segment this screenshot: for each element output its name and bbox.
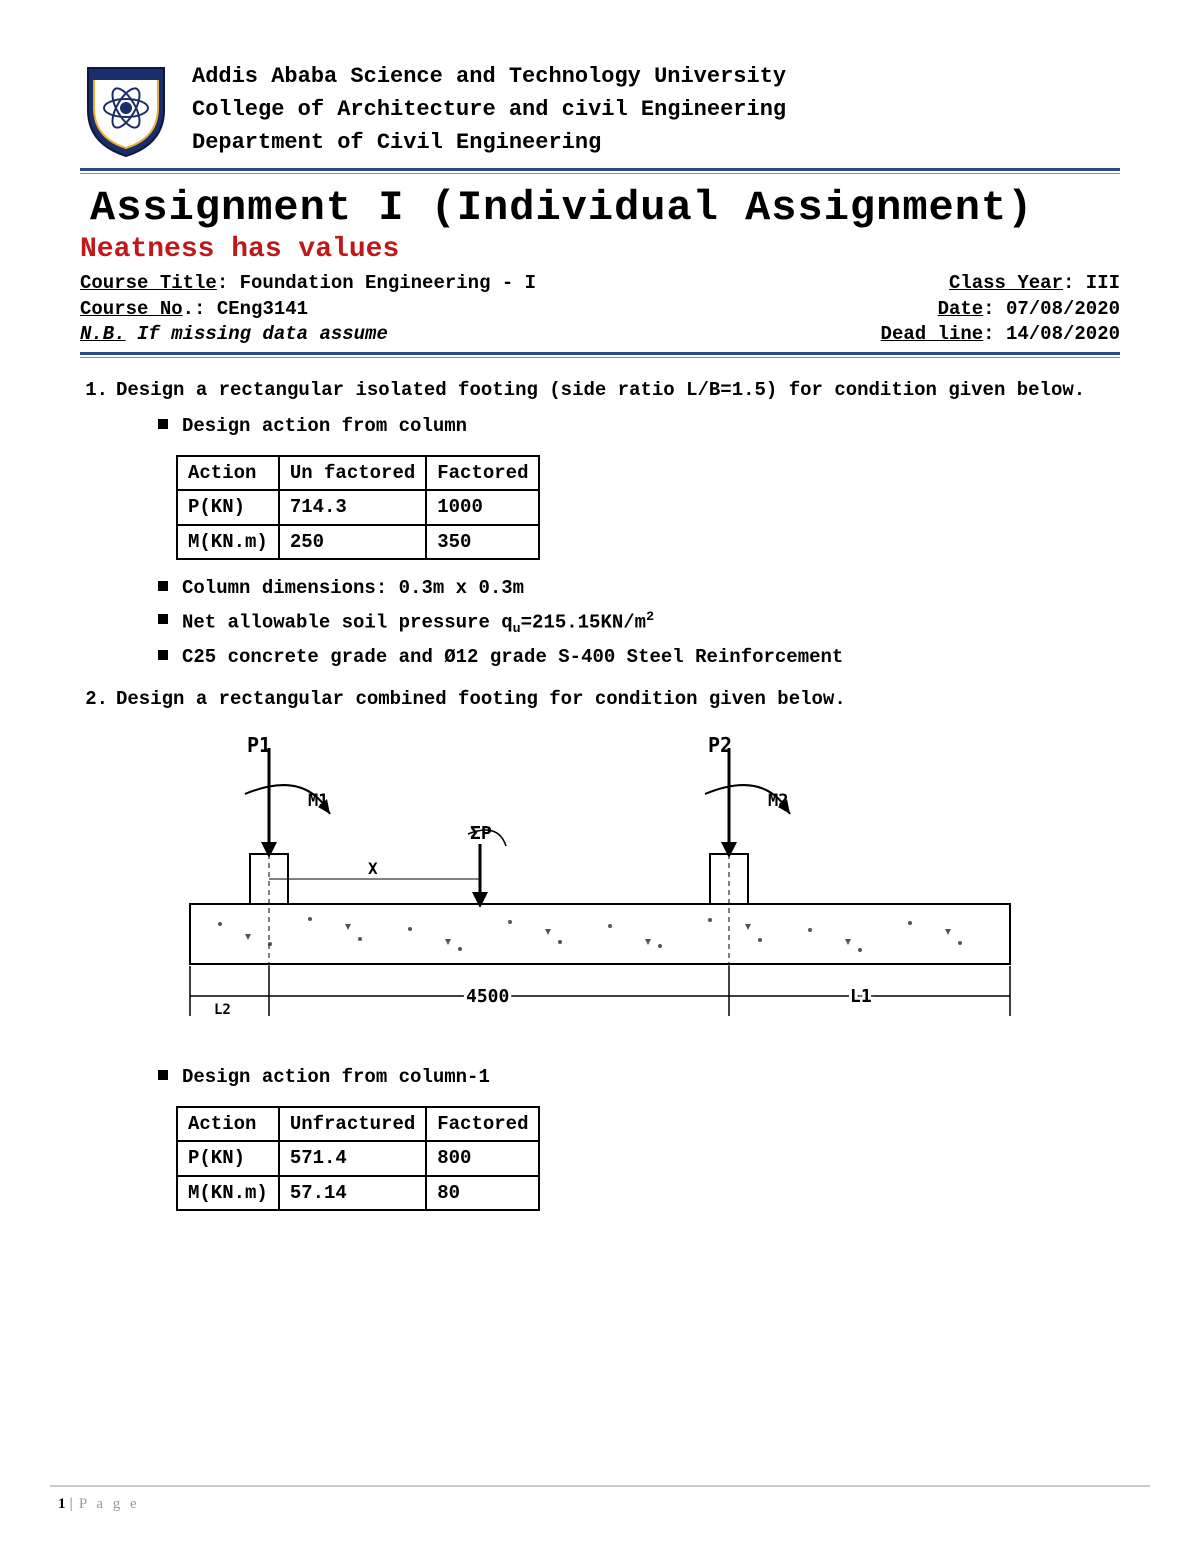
table-row: P(KN)714.31000 [177,490,539,525]
q1-intro-text: Design action from column [182,412,467,441]
q1-text: Design a rectangular isolated footing (s… [116,376,1120,405]
meta-date: Date: 07/08/2020 [938,297,1120,323]
table-cell: 571.4 [279,1141,426,1176]
table-row: M(KN.m)57.1480 [177,1176,539,1211]
q1-b-after-2: C25 concrete grade and Ø12 grade S-400 S… [182,643,843,672]
q1-number: 1. [80,376,116,405]
q1-table: ActionUn factoredFactoredP(KN)714.31000M… [176,455,540,561]
meta-course-no: Course No.: CEng3141 [80,297,308,323]
svg-text:ΣP: ΣP [470,823,492,844]
table-cell: 800 [426,1141,539,1176]
svg-text:M1: M1 [308,791,328,811]
svg-text:M2: M2 [768,791,788,811]
subtitle-neatness: Neatness has values [80,234,1120,265]
footer-divider [50,1485,1150,1487]
bullet-icon [158,614,168,624]
svg-text:P2: P2 [708,734,732,757]
table-cell: 350 [426,525,539,560]
table-cell: 714.3 [279,490,426,525]
table-cell: 1000 [426,490,539,525]
table-cell: P(KN) [177,1141,279,1176]
table-row: P(KN)571.4800 [177,1141,539,1176]
q2-bullet-after-text: Design action from column-1 [182,1063,490,1092]
bullet-icon [158,650,168,660]
header-line-3: Department of Civil Engineering [192,126,786,159]
table-header: Unfractured [279,1107,426,1142]
bullet-icon [158,1070,168,1080]
page-footer: 1| P a g e [58,1496,140,1513]
svg-text:X: X [368,859,378,878]
table-cell: P(KN) [177,490,279,525]
table-cell: M(KN.m) [177,525,279,560]
table-header: Action [177,1107,279,1142]
meta-course-title: Course Title: Foundation Engineering - I [80,271,536,297]
header-line-2: College of Architecture and civil Engine… [192,93,786,126]
q1-bullet-intro: Design action from column [80,412,1120,441]
table-cell: M(KN.m) [177,1176,279,1211]
svg-text:L2: L2 [214,1002,231,1018]
table-cell: 80 [426,1176,539,1211]
bullet-icon [158,419,168,429]
q1-b-after-1: Net allowable soil pressure qu=215.15KN/… [182,607,654,639]
question-2: 2. Design a rectangular combined footing… [80,685,1120,714]
svg-text:L1: L1 [850,986,872,1007]
assignment-title: Assignment I (Individual Assignment) [90,184,1120,232]
header-text-block: Addis Ababa Science and Technology Unive… [192,60,786,159]
table-row: M(KN.m)250350 [177,525,539,560]
footer-page-word: P a g e [79,1496,140,1512]
table-header: Action [177,456,279,491]
question-1: 1. Design a rectangular isolated footing… [80,376,1120,405]
q1-b-after-0: Column dimensions: 0.3m x 0.3m [182,574,524,603]
header-divider [80,168,1120,174]
meta-divider [80,352,1120,358]
body: 1. Design a rectangular isolated footing… [80,376,1120,1212]
q2-number: 2. [80,685,116,714]
header-line-1: Addis Ababa Science and Technology Unive… [192,60,786,93]
meta-class-year: Class Year: III [949,271,1120,297]
q2-bullet-after: Design action from column-1 [80,1063,1120,1092]
meta-nb: N.B. If missing data assume [80,322,388,348]
q2-diagram: P1 M1 P2 M2 ΣP X [150,734,1120,1044]
meta-deadline: Dead line: 14/08/2020 [881,322,1120,348]
table-cell: 250 [279,525,426,560]
footer-bar: | [70,1496,73,1512]
table-header: Factored [426,456,539,491]
table-header: Un factored [279,456,426,491]
page-number: 1 [58,1496,66,1512]
university-logo [80,60,172,160]
q1-bullets-after: Column dimensions: 0.3m x 0.3m Net allow… [80,574,1120,671]
page: Addis Ababa Science and Technology Unive… [0,0,1200,1553]
document-header: Addis Ababa Science and Technology Unive… [80,60,1120,160]
svg-text:P1: P1 [247,734,271,757]
bullet-icon [158,581,168,591]
meta-block: Course Title: Foundation Engineering - I… [80,271,1120,348]
table-cell: 57.14 [279,1176,426,1211]
q2-text: Design a rectangular combined footing fo… [116,685,1120,714]
svg-text:4500: 4500 [466,986,509,1007]
q2-table: ActionUnfracturedFactoredP(KN)571.4800M(… [176,1106,540,1212]
table-header: Factored [426,1107,539,1142]
